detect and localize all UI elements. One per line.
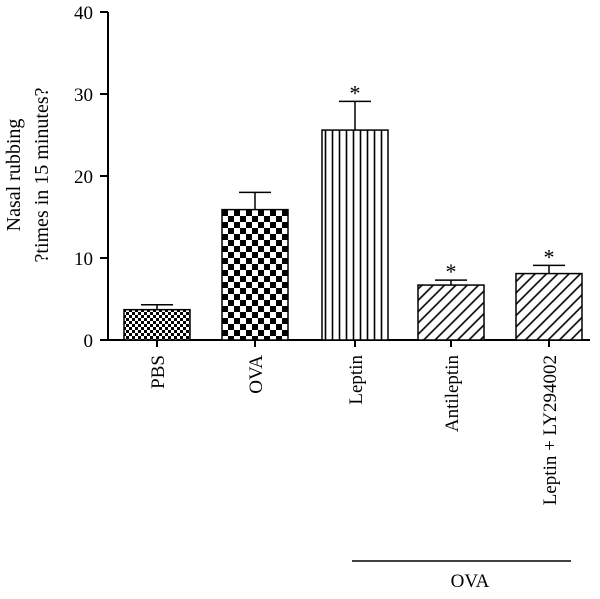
bars: * * * — [123, 80, 583, 341]
y-tick-label: 10 — [74, 249, 93, 270]
bar — [321, 129, 389, 341]
bar — [221, 208, 289, 341]
y-axis-title: Nasal rubbing ?times in 15 minutes? — [3, 87, 53, 262]
x-tick-label: OVA — [246, 355, 267, 394]
y-tick-label: 0 — [84, 331, 94, 352]
x-axis-ticks: PBS OVA Leptin Antileptin Leptin + LY294002 — [148, 340, 561, 505]
group-label: OVA — [451, 571, 490, 592]
x-tick-label: Antileptin — [442, 355, 463, 433]
significance-marker: * — [350, 80, 361, 105]
x-tick-label: PBS — [148, 355, 169, 389]
y-axis-title-line-2: ?times in 15 minutes? — [31, 87, 53, 262]
y-tick-label: 20 — [74, 167, 93, 188]
y-tick-label: 40 — [74, 3, 93, 24]
y-tick-label: 30 — [74, 85, 93, 106]
bar — [515, 272, 583, 341]
bar — [417, 284, 485, 341]
y-axis-ticks: 0 10 20 30 40 — [74, 3, 108, 352]
bar — [123, 308, 191, 341]
significance-marker: * — [446, 259, 457, 284]
y-axis-title-line-1: Nasal rubbing — [3, 119, 25, 232]
x-tick-label: Leptin + LY294002 — [540, 355, 561, 505]
x-tick-label: Leptin — [346, 355, 367, 405]
significance-marker: * — [544, 244, 555, 269]
